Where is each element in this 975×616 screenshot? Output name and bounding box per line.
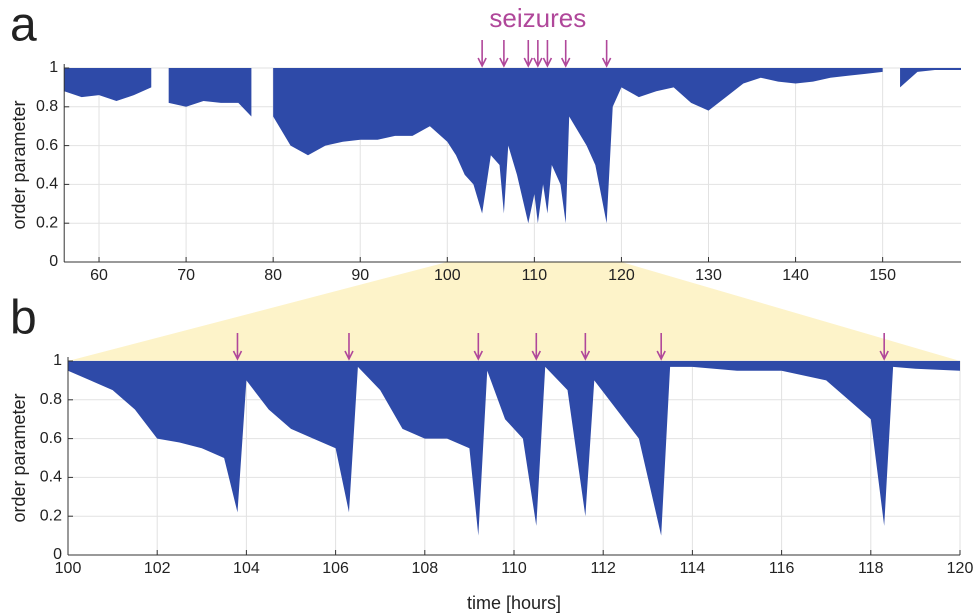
x-tick-label: 70 — [177, 267, 195, 284]
zoom-region — [68, 262, 960, 361]
x-tick-label: 120 — [608, 267, 635, 284]
y-tick-label: 1 — [53, 352, 62, 369]
seizure-arrow — [580, 333, 591, 361]
x-tick-label: 104 — [233, 560, 260, 577]
seizure-arrow — [533, 40, 543, 68]
x-tick-label: 106 — [322, 560, 349, 577]
y-tick-label: 0.6 — [36, 137, 58, 154]
seizure-arrow — [232, 333, 243, 361]
x-tick-label: 130 — [695, 267, 722, 284]
x-tick-label: 114 — [680, 560, 706, 577]
seizure-arrow — [656, 333, 666, 361]
x-tick-label: 108 — [411, 560, 438, 577]
y-tick-label: 0.6 — [40, 430, 62, 447]
x-tick-label: 110 — [501, 560, 527, 577]
x-tick-label: 102 — [144, 560, 171, 577]
x-tick-label: 90 — [351, 267, 369, 284]
x-tick-label: 80 — [264, 267, 282, 284]
seizure-arrow — [542, 40, 553, 68]
x-axis-label: time [hours] — [467, 593, 561, 613]
seizure-arrow — [344, 333, 354, 361]
x-tick-label: 140 — [782, 267, 809, 284]
y-axis-label: order parameter — [9, 393, 29, 522]
y-tick-label: 0.8 — [36, 98, 58, 115]
y-tick-label: 1 — [49, 59, 58, 76]
panel-label: a — [10, 0, 37, 52]
seizure-arrow — [560, 40, 571, 68]
y-tick-label: 0 — [49, 253, 58, 270]
y-tick-label: 0 — [53, 546, 62, 563]
x-tick-label: 60 — [90, 267, 108, 284]
x-tick-label: 116 — [769, 560, 795, 577]
seizure-arrow — [477, 40, 487, 68]
y-tick-label: 0.4 — [40, 469, 62, 486]
x-tick-label: 118 — [858, 560, 884, 577]
x-tick-label: 112 — [590, 560, 616, 577]
panel-label: b — [10, 292, 37, 345]
x-tick-label: 110 — [522, 267, 548, 284]
y-tick-label: 0.2 — [40, 507, 62, 524]
seizure-arrow — [473, 333, 484, 361]
y-tick-label: 0.8 — [40, 391, 62, 408]
seizure-arrow — [531, 333, 542, 361]
seizure-arrow — [523, 40, 533, 68]
x-tick-label: 100 — [434, 267, 461, 284]
order-parameter-area — [68, 361, 960, 536]
y-tick-label: 0.2 — [36, 214, 58, 231]
order-parameter-area — [64, 68, 961, 224]
seizure-arrow — [601, 40, 612, 68]
y-axis-label: order parameter — [9, 100, 29, 229]
annotation: seizures — [489, 3, 586, 33]
seizure-arrow — [499, 40, 509, 68]
y-tick-label: 0.4 — [36, 176, 58, 193]
x-tick-label: 100 — [55, 560, 82, 577]
x-tick-label: 120 — [947, 560, 974, 577]
seizure-arrow — [879, 333, 889, 361]
x-tick-label: 150 — [869, 267, 896, 284]
